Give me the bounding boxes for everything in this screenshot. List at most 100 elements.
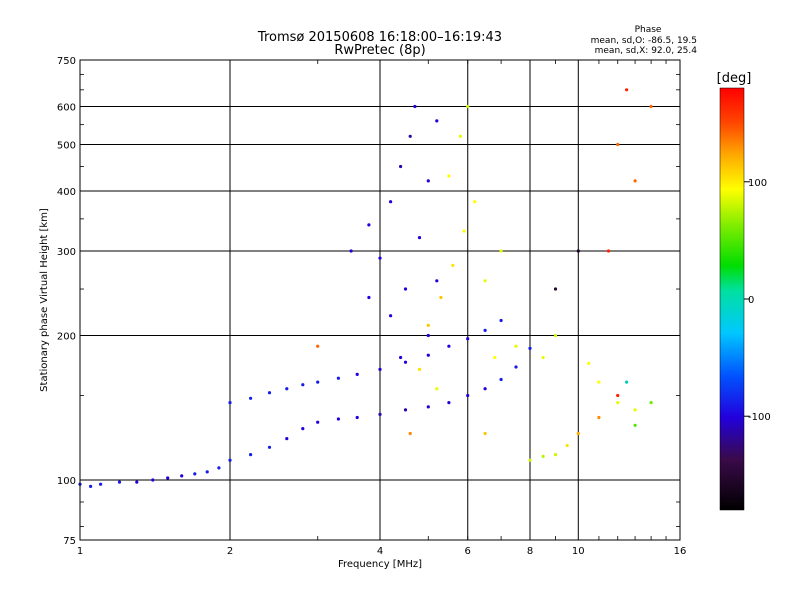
data-point — [553, 453, 558, 457]
data-point — [528, 458, 532, 462]
data-point — [435, 387, 439, 391]
data-point — [301, 427, 305, 431]
data-point — [389, 314, 393, 318]
data-point — [205, 470, 209, 474]
data-point — [649, 401, 653, 405]
data-point — [633, 408, 637, 412]
data-point — [616, 401, 620, 405]
data-point — [151, 478, 155, 482]
y-tick-label: 400 — [57, 187, 76, 198]
x-tick-label: 4 — [377, 546, 383, 557]
data-point — [336, 417, 340, 421]
data-point — [426, 353, 430, 357]
data-point — [649, 104, 653, 109]
data-point — [483, 431, 487, 436]
data-point — [473, 200, 477, 204]
data-point — [355, 372, 359, 376]
colorbar-tick-label: -100 — [748, 412, 771, 423]
data-point — [367, 223, 371, 227]
data-point — [228, 458, 232, 462]
data-point — [633, 423, 637, 427]
data-point — [587, 361, 591, 365]
data-point — [117, 480, 122, 484]
y-tick-label: 300 — [57, 247, 76, 258]
data-point — [633, 179, 637, 183]
data-point — [285, 437, 289, 441]
data-point — [403, 360, 408, 364]
data-point — [417, 236, 422, 240]
grid-lines — [80, 60, 680, 540]
y-tick-label: 75 — [63, 536, 76, 547]
x-tick-label: 6 — [465, 546, 471, 557]
y-axis-label: Stationary phase Virtual Height [km] — [39, 208, 50, 392]
data-point — [89, 484, 93, 488]
data-point — [249, 453, 253, 457]
data-point — [483, 279, 487, 283]
data-point — [514, 365, 518, 369]
data-point — [576, 249, 580, 253]
data-point — [336, 376, 340, 380]
data-point — [217, 466, 221, 470]
y-tick-label: 200 — [57, 332, 76, 343]
data-point — [499, 318, 503, 323]
data-point — [514, 344, 518, 348]
x-tick-label: 2 — [227, 546, 233, 557]
data-point — [606, 249, 611, 253]
data-point — [625, 88, 629, 92]
data-point — [499, 249, 503, 253]
data-point — [447, 174, 451, 178]
data-point — [493, 355, 497, 360]
data-point — [316, 344, 320, 348]
data-point — [417, 367, 422, 371]
data-point — [616, 142, 620, 147]
data-point — [249, 396, 253, 400]
phase-stats-o: mean, sd,O: -86.5, 19.5 — [591, 36, 697, 46]
data-point — [451, 263, 455, 267]
data-point — [367, 295, 371, 300]
plot-frame — [79, 59, 681, 541]
data-point — [399, 164, 403, 169]
data-point — [399, 355, 403, 360]
data-point — [403, 287, 408, 291]
data-point — [466, 337, 470, 341]
x-tick-label: 16 — [674, 546, 687, 557]
data-point — [378, 256, 382, 260]
data-point — [458, 134, 462, 138]
data-point — [378, 412, 382, 416]
colorbar-tick-label: 0 — [748, 295, 754, 306]
colorbar — [719, 87, 745, 511]
data-point — [528, 346, 532, 350]
data-point — [228, 401, 232, 405]
y-tick-label: 600 — [57, 103, 76, 114]
data-point — [597, 415, 601, 420]
data-point — [378, 367, 382, 371]
data-point — [403, 408, 408, 412]
data-point — [166, 476, 170, 480]
x-axis-label: Frequency [MHz] — [338, 559, 422, 570]
data-point — [565, 443, 569, 448]
data-point — [553, 333, 558, 338]
data-point — [180, 474, 184, 478]
data-point — [135, 480, 139, 484]
data-point — [625, 380, 629, 384]
y-tick-label: 750 — [57, 56, 76, 67]
data-point — [193, 472, 197, 476]
data-point — [483, 387, 487, 391]
data-point — [576, 431, 580, 436]
data-point — [597, 380, 601, 384]
data-point — [483, 328, 487, 332]
data-point — [426, 333, 430, 338]
data-point — [435, 279, 439, 283]
data-point — [413, 104, 417, 109]
data-point — [447, 401, 451, 405]
colorbar-label: [deg] — [717, 71, 752, 86]
data-point — [426, 179, 430, 183]
data-point — [435, 119, 439, 123]
data-point — [447, 344, 451, 348]
data-point — [99, 482, 103, 486]
data-point — [553, 287, 558, 291]
data-point — [267, 391, 272, 395]
data-point — [316, 380, 320, 384]
data-point — [439, 295, 443, 300]
